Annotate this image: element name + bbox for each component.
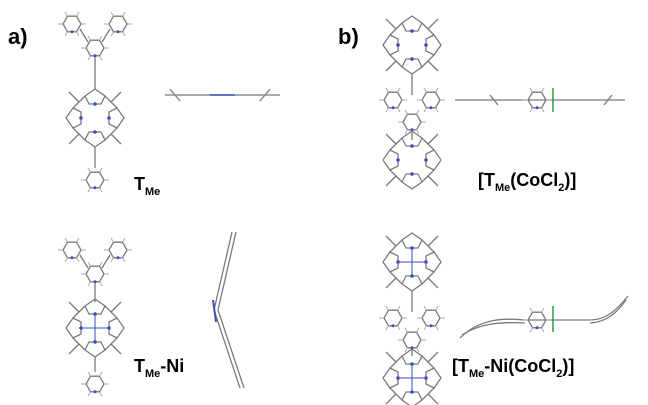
molecule-side [460,296,628,338]
compound-label: [TMe-Ni(CoCl2)] [452,356,574,380]
label-subscript: Me [469,368,484,380]
label-text: )] [562,356,574,376]
label-text: T [134,356,145,376]
figure: a) b) TMe TMe-Ni [TMe(CoCl2)] [0,0,648,405]
molecule-front [379,233,445,405]
label-text: T [134,174,145,194]
panel-label: a) [8,24,28,49]
label-text: [T [452,356,469,376]
page: {"panels": {"a": "a)", "b": "b)"}, "labe… [0,0,648,405]
molecule-side [213,232,244,388]
molecule-side [455,88,625,112]
label-text: -Ni(CoCl [484,356,556,376]
molecule-front [58,12,132,192]
label-subscript: Me [495,182,510,194]
label-text: -Ni [160,356,184,376]
compound-label: TMe [134,174,160,198]
label-subscript: Me [145,186,160,198]
molecule-front [379,16,445,189]
compound-label: TMe-Ni [134,356,184,380]
panel-label: b) [338,24,359,49]
label-text: [T [478,170,495,190]
label-subscript: Me [145,368,160,380]
compound-label: [TMe(CoCl2)] [478,170,576,194]
molecule-front [58,238,132,396]
molecule-side [165,89,280,101]
label-text: (CoCl [510,170,558,190]
label-text: )] [564,170,576,190]
